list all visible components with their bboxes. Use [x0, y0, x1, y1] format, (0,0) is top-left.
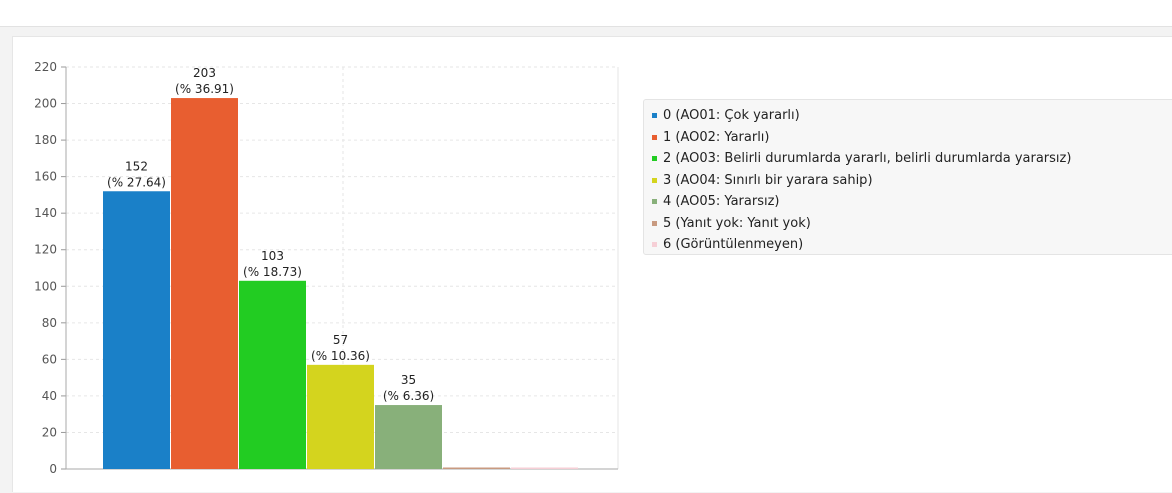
y-tick-label: 60: [42, 352, 57, 366]
top-panel: [0, 0, 1172, 27]
chart-panel: 0 20 40 60 80 100 120 140 160 180 200 220 152 (% 27.6…: [12, 36, 1172, 492]
legend-item-5[interactable]: 5 (Yanıt yok: Yanıt yok): [652, 213, 1172, 235]
bar-5: [443, 467, 510, 469]
bar-percent-label-2: (% 18.73): [243, 265, 302, 279]
bar-percent-label-4: (% 6.36): [383, 389, 434, 403]
legend-label-3: 3 (AO04: Sınırlı bir yarara sahip): [663, 172, 873, 188]
legend-swatch-1: [652, 134, 657, 140]
bar-chart: 0 20 40 60 80 100 120 140 160 180 200 220 152 (% 27.6…: [34, 60, 619, 476]
bar-value-label-4: 35: [401, 373, 416, 387]
y-tick-label: 40: [42, 389, 57, 403]
legend-label-1: 1 (AO02: Yararlı): [663, 129, 770, 145]
y-tick-label: 140: [34, 206, 57, 220]
legend-label-0: 0 (AO01: Çok yararlı): [663, 108, 800, 124]
legend-item-0[interactable]: 0 (AO01: Çok yararlı): [652, 105, 1172, 127]
legend-label-5: 5 (Yanıt yok: Yanıt yok): [663, 215, 811, 231]
bar-value-label-0: 152: [125, 159, 148, 173]
legend-label-2: 2 (AO03: Belirli durumlarda yararlı, bel…: [663, 151, 1072, 167]
bar-value-label-3: 57: [333, 333, 348, 347]
legend-swatch-0: [652, 113, 657, 119]
legend-swatch-5: [652, 220, 657, 226]
legend-item-2[interactable]: 2 (AO03: Belirli durumlarda yararlı, bel…: [652, 148, 1172, 170]
bar-percent-label-3: (% 10.36): [311, 349, 370, 363]
bar-2: [239, 280, 306, 469]
y-tick-label: 20: [42, 425, 57, 439]
y-tick-label: 0: [49, 462, 57, 476]
legend-item-1[interactable]: 1 (AO02: Yararlı): [652, 127, 1172, 149]
legend-label-6: 6 (Görüntülenmeyen): [663, 237, 804, 253]
legend-swatch-6: [652, 242, 657, 248]
y-tick-label: 120: [34, 243, 57, 257]
bar-6: [511, 467, 578, 469]
y-tick-label: 200: [34, 97, 57, 111]
y-tick-label: 80: [42, 316, 57, 330]
bar-percent-label-0: (% 27.64): [107, 175, 166, 189]
bar-percent-label-1: (% 36.91): [175, 82, 234, 96]
y-tick-label: 160: [34, 170, 57, 184]
legend-item-4[interactable]: 4 (AO05: Yararsız): [652, 191, 1172, 213]
legend-swatch-3: [652, 177, 657, 183]
bar-value-label-1: 203: [193, 66, 216, 80]
bar-1: [171, 98, 238, 470]
chart-legend: 0 (AO01: Çok yararlı) 1 (AO02: Yararlı) …: [643, 99, 1172, 255]
bar-3: [307, 364, 374, 469]
bar-4: [375, 405, 442, 469]
legend-item-6[interactable]: 6 (Görüntülenmeyen): [652, 234, 1172, 256]
legend-swatch-2: [652, 156, 657, 162]
bar-value-label-2: 103: [261, 249, 284, 263]
legend-item-3[interactable]: 3 (AO04: Sınırlı bir yarara sahip): [652, 170, 1172, 192]
y-tick-label: 100: [34, 279, 57, 293]
y-tick-label: 220: [34, 60, 57, 74]
legend-swatch-4: [652, 199, 657, 205]
y-tick-label: 180: [34, 133, 57, 147]
bar-0: [103, 191, 170, 469]
legend-label-4: 4 (AO05: Yararsız): [663, 194, 780, 210]
